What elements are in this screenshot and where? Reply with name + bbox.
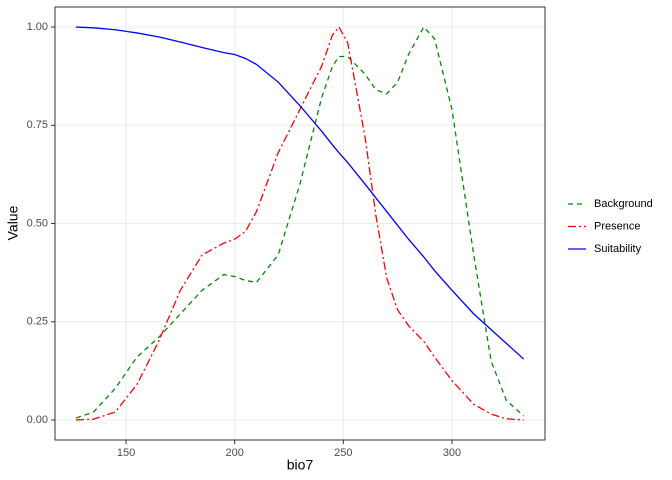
y-axis-title: Value xyxy=(5,205,21,240)
x-tick-label: 200 xyxy=(226,447,244,459)
y-tick-label: 0.25 xyxy=(27,316,48,328)
y-tick-label: 1.00 xyxy=(27,21,48,33)
y-tick-label: 0.00 xyxy=(27,414,48,426)
legend-text: Suitability xyxy=(594,243,642,255)
series-line xyxy=(76,26,525,360)
x-tick-label: 250 xyxy=(334,447,352,459)
x-tick-label: 300 xyxy=(443,447,461,459)
y-tick-label: 0.50 xyxy=(27,217,48,229)
y-tick-label: 0.75 xyxy=(27,119,48,131)
x-tick-label: 150 xyxy=(117,447,135,459)
panel-border xyxy=(54,6,546,441)
legend-text: Background xyxy=(594,198,653,210)
x-axis-title: bio7 xyxy=(287,457,314,473)
legend-text: Presence xyxy=(594,220,640,232)
series-line xyxy=(76,25,524,421)
series-line xyxy=(75,25,525,419)
